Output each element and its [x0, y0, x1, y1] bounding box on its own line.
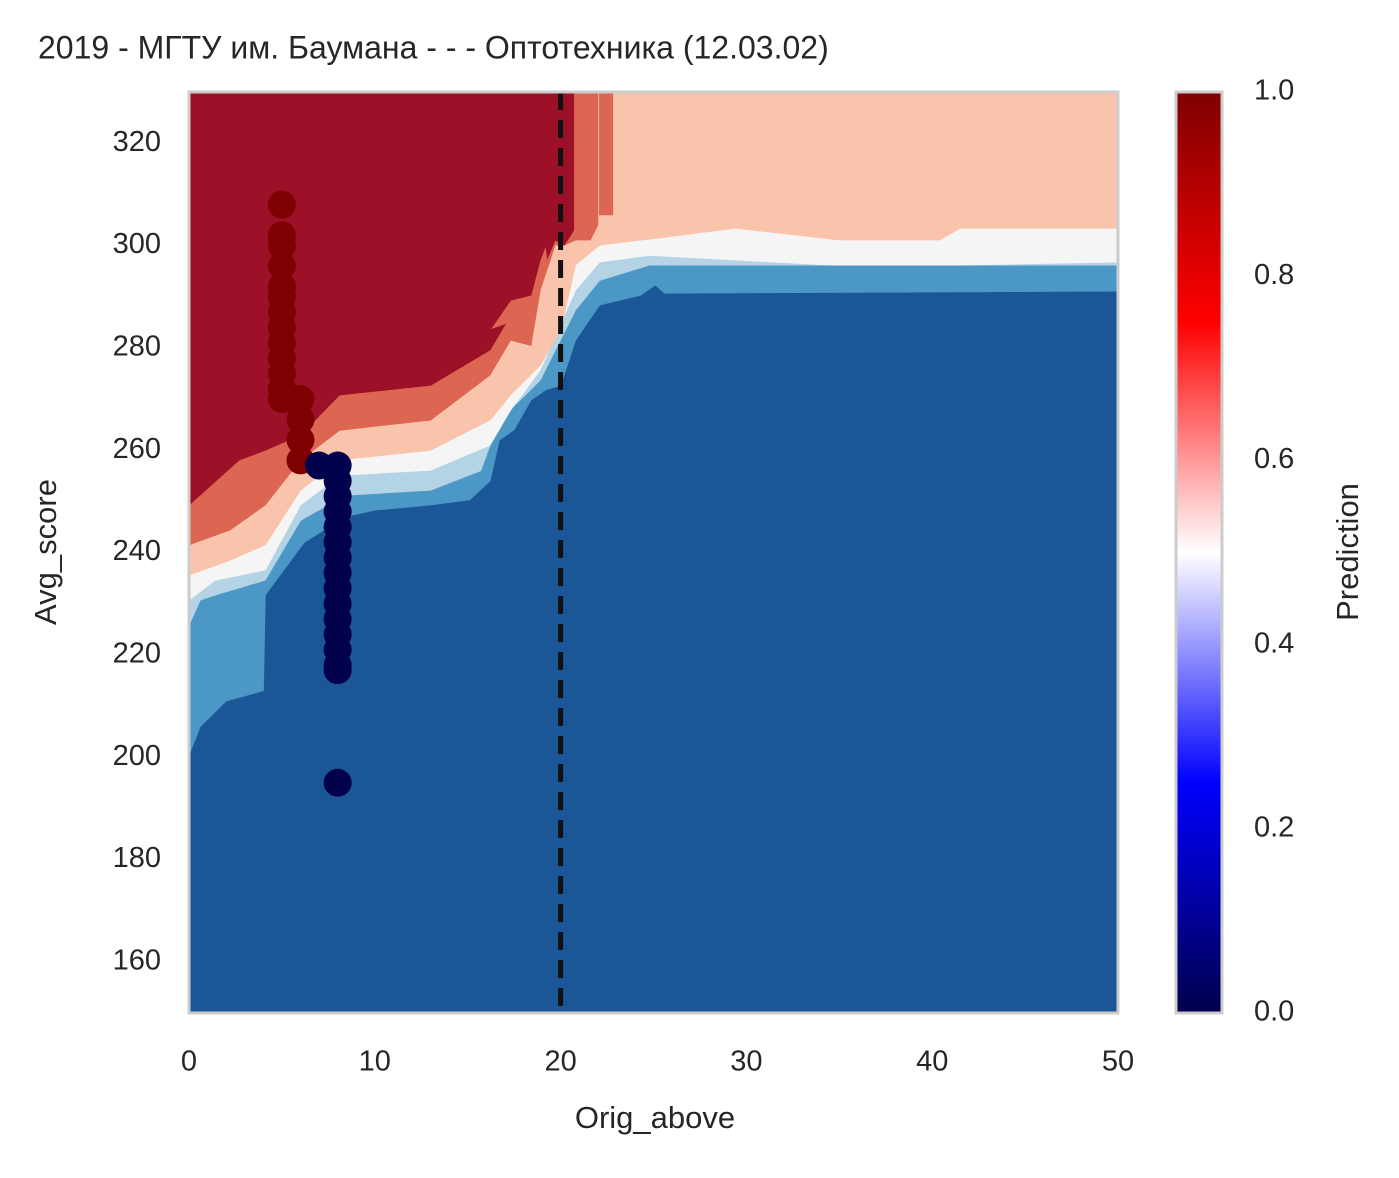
y-tick-label: 220	[113, 637, 161, 669]
colorbar-label: Prediction	[1330, 483, 1365, 621]
y-tick-label: 180	[113, 842, 161, 874]
x-tick-label: 10	[359, 1046, 391, 1078]
y-tick-label: 240	[113, 535, 161, 567]
colorbar-tick-label: 0.0	[1254, 996, 1294, 1028]
y-tick-label: 300	[113, 228, 161, 260]
colorbar	[1174, 90, 1224, 1015]
colorbar-tick-label: 0.6	[1254, 443, 1294, 475]
contour-region	[599, 92, 614, 216]
scatter-point	[267, 190, 296, 219]
scatter-point	[323, 656, 352, 685]
x-tick-label: 40	[916, 1046, 948, 1078]
scatter-point	[267, 251, 296, 280]
scatter-point	[267, 231, 296, 260]
plot-frame	[187, 90, 1120, 1015]
x-axis-label: Orig_above	[575, 1100, 735, 1135]
colorbar-tick-label: 0.2	[1254, 811, 1294, 843]
chart-title: 2019 - МГТУ им. Баумана - - - Оптотехник…	[38, 29, 829, 65]
x-tick-label: 30	[730, 1046, 762, 1078]
scatter-point	[286, 405, 315, 434]
scatter-point	[323, 768, 352, 797]
colorbar-tick-label: 0.4	[1254, 627, 1294, 659]
y-tick-label: 320	[113, 126, 161, 158]
x-tick-label: 20	[544, 1046, 576, 1078]
y-tick-label: 200	[113, 740, 161, 772]
y-axis-label: Avg_score	[28, 479, 63, 625]
scatter-point	[286, 385, 315, 413]
colorbar-tick-label: 0.8	[1254, 259, 1294, 291]
x-tick-label: 50	[1102, 1046, 1134, 1078]
scatter-point	[286, 425, 315, 454]
y-tick-label: 260	[113, 433, 161, 465]
y-tick-label: 160	[113, 944, 161, 976]
colorbar-tick-label: 1.0	[1254, 75, 1294, 107]
y-tick-label: 280	[113, 330, 161, 362]
x-tick-label: 0	[181, 1046, 197, 1078]
